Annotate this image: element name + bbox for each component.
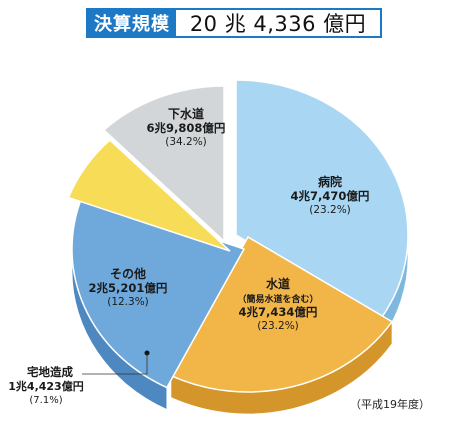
pie-slice bbox=[67, 139, 231, 252]
slice-percent-label: (23.2%) bbox=[309, 204, 351, 216]
budget-scale-header: 決算規模 20 兆 4,336 億円 bbox=[86, 8, 382, 38]
slice-amount-label: 2兆5,201億円 bbox=[89, 281, 168, 295]
slice-name-label: その他 bbox=[110, 266, 146, 281]
slice-percent-label: (7.1%) bbox=[29, 395, 62, 406]
budget-scale-label: 決算規模 bbox=[88, 10, 176, 36]
pie-top-layer bbox=[67, 79, 409, 393]
slice-amount-label: 6兆9,808億円 bbox=[147, 121, 226, 135]
slice-amount-label: 4兆7,470億円 bbox=[291, 189, 370, 203]
slice-percent-label: (23.2%) bbox=[257, 320, 299, 332]
pie-slice bbox=[102, 85, 225, 243]
slice-name-label: 水道 bbox=[266, 276, 290, 291]
callout-line bbox=[82, 353, 148, 375]
slice-amount-label: 4兆7,434億円 bbox=[239, 305, 318, 319]
slice-sublabel: （簡易水道を含む） bbox=[237, 293, 318, 305]
pie-label-layer: 下水道6兆9,808億円(34.2%)病院4兆7,470億円(23.2%)水道（… bbox=[8, 106, 369, 406]
slice-name-label: 下水道 bbox=[168, 106, 204, 121]
slice-percent-label: (34.2%) bbox=[165, 136, 207, 148]
fiscal-year-note: （平成19年度） bbox=[350, 398, 430, 411]
slice-percent-label: (12.3%) bbox=[107, 296, 149, 308]
slice-amount-label: 1兆4,423億円 bbox=[8, 379, 83, 393]
pie-slice bbox=[71, 194, 246, 389]
slice-name-label: 病院 bbox=[318, 174, 342, 189]
pie-slice bbox=[169, 235, 394, 393]
budget-scale-value: 20 兆 4,336 億円 bbox=[189, 12, 367, 36]
slice-name-label: 宅地造成 bbox=[27, 365, 73, 379]
